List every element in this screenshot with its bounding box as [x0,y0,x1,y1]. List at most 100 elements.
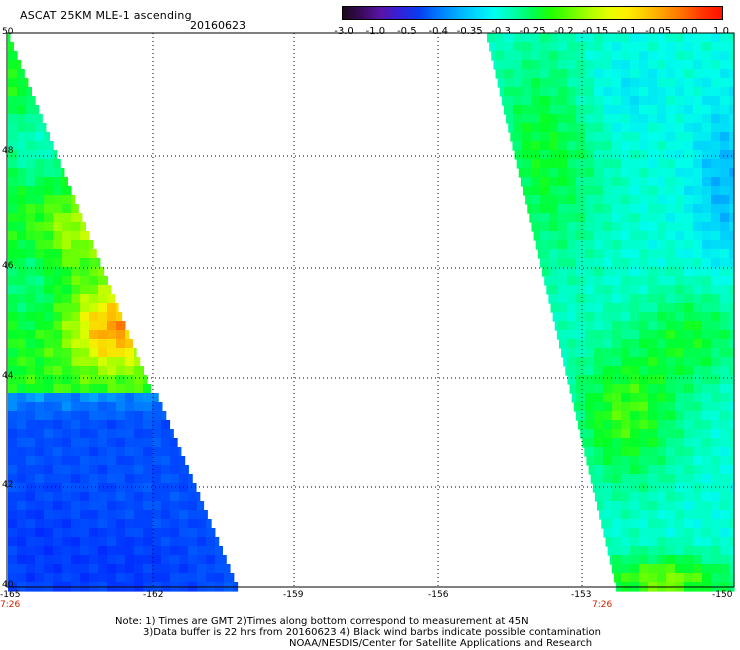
swath-cell [729,114,735,124]
swath-cell [639,339,649,349]
swath-cell [549,150,559,160]
swath-cell [26,249,36,259]
swath-cell [35,159,45,169]
swath-cell [179,519,189,529]
swath-cell [702,384,712,394]
swath-cell [621,204,631,214]
swath-cell [693,402,703,412]
swath-cell [630,78,640,88]
colorbar-tick: -0.5 [397,26,417,37]
swath-cell [531,87,541,97]
swath-cell [107,366,117,376]
swath-cell [567,186,577,196]
swath-cell [594,456,604,466]
swath-cell [520,177,523,187]
swath-cell [684,240,694,250]
swath-cell [546,285,550,295]
swath-cell [666,276,676,286]
swath-cell [80,546,90,556]
swath-cell [62,222,72,232]
swath-cell [675,60,685,70]
swath-cell [684,465,694,475]
swath-cell [603,204,613,214]
swath-cell [711,429,721,439]
swath-cell [648,312,658,322]
swath-cell [44,573,54,583]
swath-cell [35,528,45,538]
swath-cell [702,240,712,250]
swath-cell [576,366,586,376]
swath-cell [729,321,735,331]
swath-cell [531,141,541,151]
swath-cell [558,330,568,340]
swath-cell [558,240,568,250]
swath-cell [89,456,99,466]
graticule [7,33,734,587]
swath-cell [639,465,649,475]
swath-cell [44,132,50,142]
swath-cell [523,186,532,196]
swath-cell [693,438,703,448]
swath-cell [215,564,225,574]
swath-cell [639,69,649,79]
swath-cell [720,123,730,133]
swath-cell [98,285,108,295]
swath-cell [711,141,721,151]
swath-cell [666,312,676,322]
swath-cell [612,51,622,61]
swath-cell [197,510,207,520]
swath-cell [17,177,27,187]
swath-cell [125,438,135,448]
swath-cell [675,33,685,43]
swath-cell [80,555,90,565]
swath-cell [161,447,171,457]
swath-cell [585,330,595,340]
swath-cell [107,411,117,421]
swath-cell [8,51,18,61]
swath-cell [89,375,99,385]
swath-cell [720,366,730,376]
swath-cell [729,375,735,385]
swath-cell [693,492,703,502]
swath-cell [621,339,631,349]
swath-cell [612,546,622,556]
swath-cell [675,339,685,349]
swath-cell [711,321,721,331]
swath-cell [44,510,54,520]
swath-cell [720,231,730,241]
swath-cell [639,573,649,583]
swath-cell [89,330,99,340]
swath-cell [71,519,81,529]
swath-cell [684,213,694,223]
swath-cell [630,114,640,124]
lon-label-153w: -153 [571,590,592,600]
swath-cell [612,105,622,115]
swath-cell [639,78,649,88]
swath-cell [594,222,604,232]
swath-cell [17,492,27,502]
swath-cell [17,393,27,403]
swath-cell [657,384,667,394]
swath-cell [621,267,631,277]
swath-cell [684,411,694,421]
swath-cell [630,105,640,115]
swath-cell [71,276,81,286]
swath-cell [44,492,54,502]
swath-cell [26,384,36,394]
swath-cell [161,402,163,412]
swath-cell [44,483,54,493]
swath-cell [666,285,676,295]
swath-cell [729,312,735,322]
swath-cell [540,114,550,124]
swath-cell [612,114,622,124]
colorbar [342,6,723,20]
swath-cell [621,312,631,322]
swath-cell [612,375,622,385]
swath-cell [693,303,703,313]
swath-cell [540,141,550,151]
swath-cell [621,249,631,259]
swath-cell [206,537,216,547]
swath-cell [720,312,730,322]
swath-cell [558,249,568,259]
swath-cell [116,573,126,583]
